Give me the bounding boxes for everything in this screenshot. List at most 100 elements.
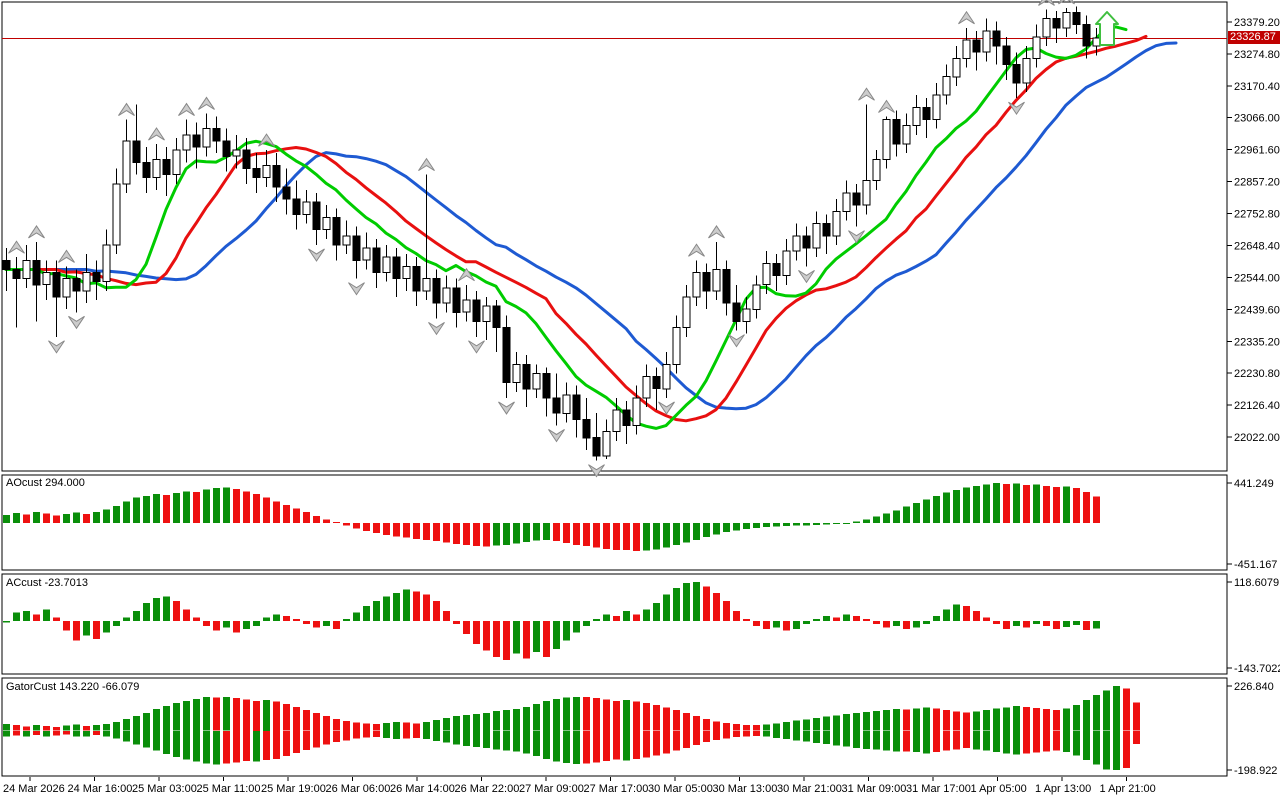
gt-bar	[143, 713, 150, 731]
alligator-lips-line	[4, 25, 1128, 430]
ac-bar	[323, 620, 330, 626]
ao-bar	[1083, 492, 1090, 524]
ac-bar	[403, 589, 410, 621]
ao-bar	[643, 523, 650, 551]
gt-bar	[493, 730, 500, 750]
ao-bar	[313, 515, 320, 524]
ao-bar	[443, 523, 450, 543]
ao-bar	[23, 514, 30, 523]
ao-bar	[113, 505, 120, 523]
candle-body	[752, 284, 761, 310]
ac-bar	[493, 620, 500, 657]
gt-bar	[293, 707, 300, 731]
gt-bar	[213, 730, 220, 765]
candle-body	[1042, 18, 1051, 38]
indicator-label-ac: ACcust -23.7013	[6, 577, 88, 589]
gt-bar	[893, 709, 900, 731]
ac-bar	[673, 588, 680, 621]
gt-bar	[73, 724, 80, 731]
gt-bar	[763, 730, 770, 737]
ac-bar	[43, 609, 50, 621]
candle-body	[802, 235, 811, 249]
gt-bar	[713, 730, 720, 740]
candle-body	[302, 201, 311, 215]
ao-bar	[833, 523, 840, 524]
gt-bar	[43, 730, 50, 737]
gt-bar	[283, 704, 290, 731]
candle-body	[352, 235, 361, 261]
gt-bar	[533, 704, 540, 731]
price-axis-label: 22857.20	[1234, 177, 1280, 189]
ac-bar	[573, 620, 580, 633]
ac-bar	[883, 620, 890, 628]
gt-bar	[213, 697, 220, 731]
ac-bar	[153, 597, 160, 621]
gt-bar	[363, 723, 370, 731]
ao-bar	[553, 523, 560, 542]
gt-bar	[723, 730, 730, 739]
price-axis-label: 22648.40	[1234, 241, 1280, 253]
gt-bar	[813, 717, 820, 731]
ao-bar	[403, 523, 410, 538]
gt-bar	[1113, 730, 1120, 771]
ac-bar	[913, 620, 920, 628]
ac-bar	[923, 620, 930, 625]
gt-bar	[373, 723, 380, 731]
gt-bar	[1063, 708, 1070, 731]
ao-bar	[703, 523, 710, 538]
candle-body	[682, 296, 691, 329]
gt-bar	[593, 730, 600, 763]
candle-body	[692, 272, 701, 298]
fractal-up-icon	[1038, 0, 1055, 6]
gt-bar	[613, 701, 620, 731]
gt-bar	[373, 730, 380, 738]
ac-bar	[143, 602, 150, 621]
ao-bar	[573, 523, 580, 545]
ac-bar	[213, 620, 220, 631]
ao-bar	[523, 523, 530, 543]
candle-body	[292, 198, 301, 215]
ao-bar	[803, 523, 810, 526]
candle-body	[332, 217, 341, 246]
ao-bar	[973, 485, 980, 523]
gt-bar	[603, 730, 610, 762]
time-axis-label: 25 Mar 11:00	[197, 783, 261, 795]
gt-bar	[363, 730, 370, 738]
fractal-up-icon	[198, 96, 215, 110]
gt-bar	[343, 720, 350, 731]
ac-bar	[453, 620, 460, 625]
ac-bar	[353, 612, 360, 621]
ac-bar	[663, 594, 670, 621]
gt-bar	[143, 730, 150, 748]
gt-bar	[663, 707, 670, 731]
candle-body	[762, 262, 771, 286]
ao-bar	[583, 523, 590, 547]
candle-body	[112, 183, 121, 246]
gt-bar	[1083, 700, 1090, 731]
ao-bar	[1053, 487, 1060, 524]
ao-bar	[3, 514, 10, 524]
ao-bar	[263, 497, 270, 523]
gt-bar	[643, 730, 650, 758]
gt-bar	[293, 730, 300, 753]
gt-bar	[963, 712, 970, 731]
candle-body	[592, 437, 601, 457]
gt-bar	[453, 716, 460, 731]
gt-bar	[533, 730, 540, 757]
gt-max-label: 226.840	[1234, 681, 1274, 693]
ac-bar	[633, 614, 640, 621]
ao-bar	[233, 489, 240, 523]
gt-bar	[3, 730, 10, 737]
gt-bar	[893, 730, 900, 752]
ac-bar	[543, 620, 550, 657]
gt-bar	[853, 713, 860, 731]
ao-bar	[203, 489, 210, 524]
candle-body	[322, 217, 331, 231]
gt-bar	[1043, 709, 1050, 731]
ac-min-label: -143.7022	[1234, 663, 1280, 675]
ao-bar	[713, 523, 720, 535]
gt-bar	[403, 730, 410, 739]
gt-bar	[843, 730, 850, 747]
ac-bar	[993, 620, 1000, 625]
